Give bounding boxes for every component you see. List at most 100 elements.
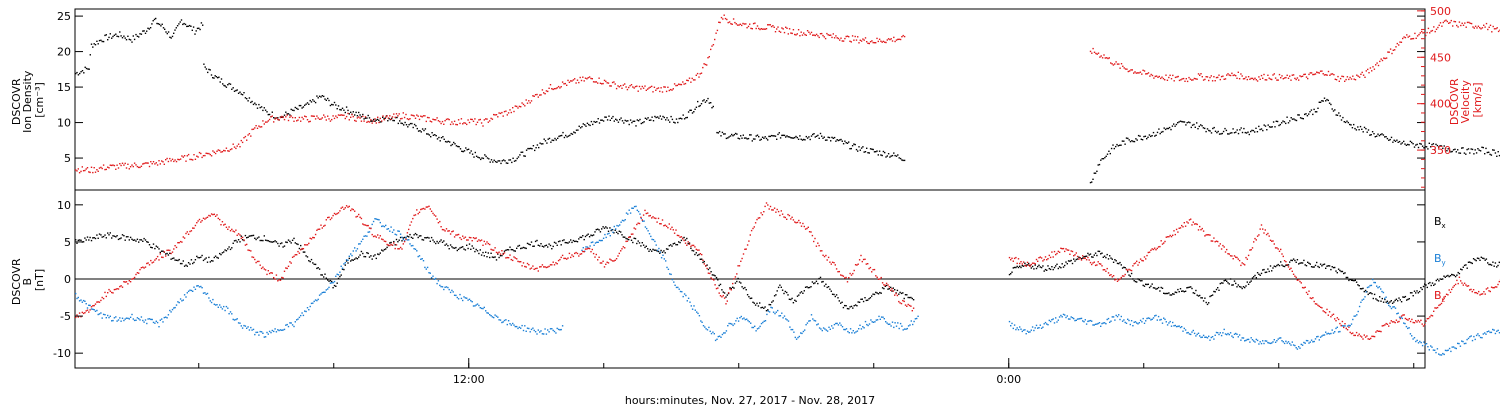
data-point	[768, 24, 770, 26]
data-point	[1416, 290, 1418, 292]
data-point	[559, 329, 561, 331]
data-point	[795, 34, 797, 36]
data-point	[1497, 329, 1499, 332]
data-point	[93, 43, 95, 45]
data-point	[457, 233, 460, 236]
data-point	[1492, 25, 1494, 28]
data-point	[1420, 143, 1422, 145]
data-point	[204, 218, 206, 220]
data-point	[302, 248, 305, 250]
data-point	[736, 280, 738, 283]
data-point	[711, 274, 714, 276]
data-point	[1150, 285, 1152, 287]
data-point	[468, 121, 471, 124]
data-point	[1414, 32, 1416, 35]
data-point	[202, 217, 205, 219]
data-point	[603, 79, 606, 82]
data-point	[1163, 127, 1165, 129]
data-point	[355, 257, 357, 259]
data-point	[154, 163, 156, 165]
data-point	[408, 236, 410, 238]
data-point	[502, 253, 504, 255]
data-point	[1048, 254, 1050, 257]
data-point	[665, 225, 668, 227]
data-point	[135, 33, 137, 36]
data-point	[1466, 148, 1468, 151]
data-point	[323, 114, 325, 116]
data-point	[739, 317, 741, 319]
data-point	[112, 235, 114, 237]
data-point	[325, 277, 327, 279]
data-point	[597, 118, 599, 120]
data-point	[312, 236, 314, 239]
data-point	[1131, 140, 1133, 142]
data-point	[268, 330, 271, 333]
data-point	[152, 261, 155, 263]
data-point	[1179, 326, 1182, 329]
data-point	[216, 256, 218, 259]
data-point	[494, 160, 497, 163]
data-point	[350, 209, 352, 212]
data-point	[518, 326, 521, 328]
data-point	[75, 169, 77, 171]
data-point	[544, 93, 546, 95]
data-point	[166, 252, 168, 255]
data-point	[1120, 276, 1122, 279]
data-point	[1052, 268, 1054, 271]
data-point	[200, 256, 202, 258]
data-point	[1431, 346, 1433, 348]
data-point	[1178, 121, 1180, 123]
data-point	[479, 240, 481, 242]
data-point	[244, 325, 247, 327]
data-point	[1409, 333, 1412, 335]
data-point	[1118, 63, 1120, 65]
data-point	[316, 95, 318, 97]
data-point	[882, 150, 885, 153]
data-point	[100, 299, 102, 302]
velocity-title-line-3: [km/s]	[1471, 82, 1484, 117]
data-point	[735, 23, 737, 25]
data-point	[611, 260, 614, 262]
data-point	[1065, 248, 1067, 250]
data-point	[182, 299, 184, 301]
data-point	[1413, 146, 1416, 148]
data-point	[760, 28, 762, 30]
data-point	[648, 119, 651, 121]
data-point	[185, 264, 187, 266]
data-point	[673, 83, 676, 85]
data-point	[1449, 21, 1451, 24]
data-point	[1062, 266, 1065, 268]
data-point	[146, 322, 148, 325]
data-point	[529, 331, 531, 333]
data-point	[506, 323, 508, 326]
data-point	[1029, 331, 1031, 333]
data-point	[547, 246, 549, 248]
data-point	[1431, 29, 1434, 32]
data-point	[135, 273, 137, 276]
data-point	[507, 162, 509, 164]
data-point	[580, 79, 583, 82]
data-point	[1263, 73, 1265, 76]
data-point	[1110, 257, 1112, 259]
data-point	[213, 303, 215, 305]
data-point	[1098, 250, 1101, 253]
data-point	[494, 114, 496, 116]
data-point	[294, 254, 296, 256]
data-point	[495, 315, 498, 317]
data-point	[550, 141, 552, 143]
data-point	[810, 231, 812, 233]
data-point	[1433, 26, 1435, 28]
data-point	[536, 267, 538, 269]
data-point	[834, 295, 836, 298]
data-point	[293, 325, 295, 328]
data-point	[575, 129, 578, 131]
data-point	[378, 237, 380, 239]
data-point	[410, 236, 413, 239]
data-point	[432, 275, 434, 277]
data-point	[1184, 329, 1187, 331]
data-point	[480, 254, 483, 256]
data-point	[893, 36, 895, 39]
data-point	[852, 307, 854, 309]
data-point	[619, 224, 621, 226]
data-point	[717, 132, 719, 134]
